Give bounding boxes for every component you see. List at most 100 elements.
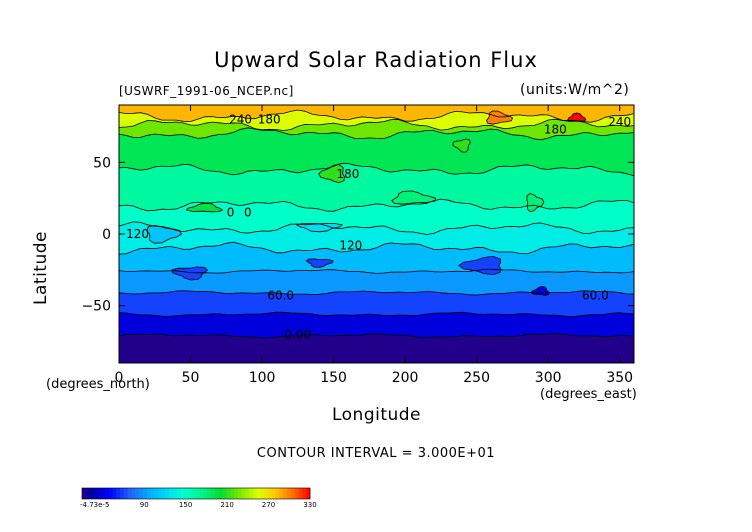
y-tick-label: 50: [93, 155, 111, 171]
colorbar-swatch: [211, 488, 216, 499]
colorbar-swatch: [116, 488, 121, 499]
heatmap-feature: [318, 164, 345, 184]
contour-line: [119, 311, 634, 317]
colorbar-label: 270: [262, 501, 275, 509]
colorbar-swatch: [104, 488, 109, 499]
contour-label: 240: [608, 115, 631, 129]
colorbar-swatch: [120, 488, 125, 499]
colorbar-frame: [81, 487, 311, 500]
colorbar-swatch: [287, 488, 292, 499]
y-tick-label: −50: [81, 299, 111, 315]
colorbar-swatch: [268, 488, 273, 499]
colorbar-swatch: [165, 488, 170, 499]
contour-label: 180: [258, 112, 281, 126]
contour-line: [119, 127, 634, 141]
chart-title: Upward Solar Radiation Flux: [214, 48, 538, 72]
y-unit-label: (degrees_north): [46, 377, 150, 392]
file-label: [USWRF_1991-06_NCEP.nc]: [119, 84, 294, 98]
contour-label: 0.00: [284, 327, 311, 341]
colorbar-swatch: [226, 488, 231, 499]
colorbar-swatch: [298, 488, 303, 499]
contour-line: [119, 241, 634, 255]
heatmap-feature: [305, 258, 334, 269]
colorbar-swatch: [169, 488, 174, 499]
heatmap-band: [119, 163, 634, 212]
x-tick-label: 350: [606, 370, 633, 386]
colorbar-label: 90: [140, 501, 149, 509]
colorbar-swatch: [158, 488, 163, 499]
heatmap-feature: [391, 190, 436, 205]
contour-line: [119, 290, 634, 296]
colorbar-swatch: [188, 488, 193, 499]
colorbar-swatch: [112, 488, 117, 499]
axis-ticks: 0 50 100 150 200 250 300 350 −50 0 50: [81, 105, 634, 386]
heatmap-band: [119, 221, 634, 255]
contour-label: 120: [126, 227, 149, 241]
heatmap-band: [119, 199, 634, 235]
contour-line: [119, 221, 634, 235]
heatmap-feature: [526, 193, 545, 213]
colorbar-swatch: [184, 488, 189, 499]
colorbar-label: 330: [303, 501, 316, 509]
y-tick-label: 0: [102, 227, 111, 243]
colorbar-swatch: [249, 488, 254, 499]
heatmap-band: [119, 127, 634, 176]
contour-label: 240: [229, 112, 252, 126]
colorbar-label: 150: [179, 501, 192, 509]
colorbar-swatch: [85, 488, 90, 499]
heatmap-feature: [171, 266, 208, 281]
units-label: (units:W/m^2): [520, 82, 630, 98]
colorbar-swatch: [291, 488, 296, 499]
contour-line: [119, 268, 634, 274]
contour-label: 0: [227, 206, 235, 220]
colorbar-swatch: [199, 488, 204, 499]
x-tick-label: 0: [115, 370, 124, 386]
colorbar-swatch: [135, 488, 140, 499]
colorbar-swatch: [180, 488, 185, 499]
colorbar-swatch: [196, 488, 201, 499]
colorbar-swatch: [82, 488, 87, 499]
colorbar-swatch: [203, 488, 208, 499]
colorbar-swatch: [177, 488, 182, 499]
contour-label: 180: [336, 167, 359, 181]
colorbar-swatch: [142, 488, 147, 499]
colorbar-swatch: [306, 488, 311, 499]
colorbar-swatch: [260, 488, 265, 499]
x-tick-label: 200: [392, 370, 419, 386]
colorbar-swatch: [302, 488, 307, 499]
contour-label: 60.0: [582, 289, 609, 303]
colorbar-swatch: [218, 488, 223, 499]
colorbar-swatch: [146, 488, 151, 499]
colorbar-swatch: [237, 488, 242, 499]
colorbar-swatch: [215, 488, 220, 499]
colorbar-swatch: [139, 488, 144, 499]
heatmap-band: [119, 290, 634, 317]
heatmap-band: [119, 119, 634, 140]
contour-line: [119, 162, 634, 177]
heatmap-layer: [119, 105, 634, 363]
heatmap-feature: [452, 138, 471, 153]
colorbar-swatch: [127, 488, 132, 499]
colorbar-swatch: [101, 488, 106, 499]
heatmap-band: [119, 312, 634, 338]
colorbar-swatch: [294, 488, 299, 499]
colorbar-swatch: [131, 488, 136, 499]
colorbar-swatch: [161, 488, 166, 499]
heatmap-feature: [486, 110, 514, 125]
colorbar-swatch: [283, 488, 288, 499]
x-tick-label: 300: [535, 370, 562, 386]
x-tick-label: 250: [463, 370, 490, 386]
colorbar-swatch: [275, 488, 280, 499]
x-tick-label: 100: [249, 370, 276, 386]
colorbar-swatch: [207, 488, 212, 499]
heatmap-feature: [146, 224, 183, 244]
heatmap-band: [119, 105, 634, 123]
heatmap-feature: [295, 223, 344, 233]
colorbar-swatch: [264, 488, 269, 499]
x-unit-label: (degrees_east): [540, 387, 637, 402]
colorbar-swatch: [253, 488, 258, 499]
contour-lines: [119, 109, 634, 339]
contour-label: 120: [339, 239, 362, 253]
heatmap-feature: [458, 255, 501, 276]
